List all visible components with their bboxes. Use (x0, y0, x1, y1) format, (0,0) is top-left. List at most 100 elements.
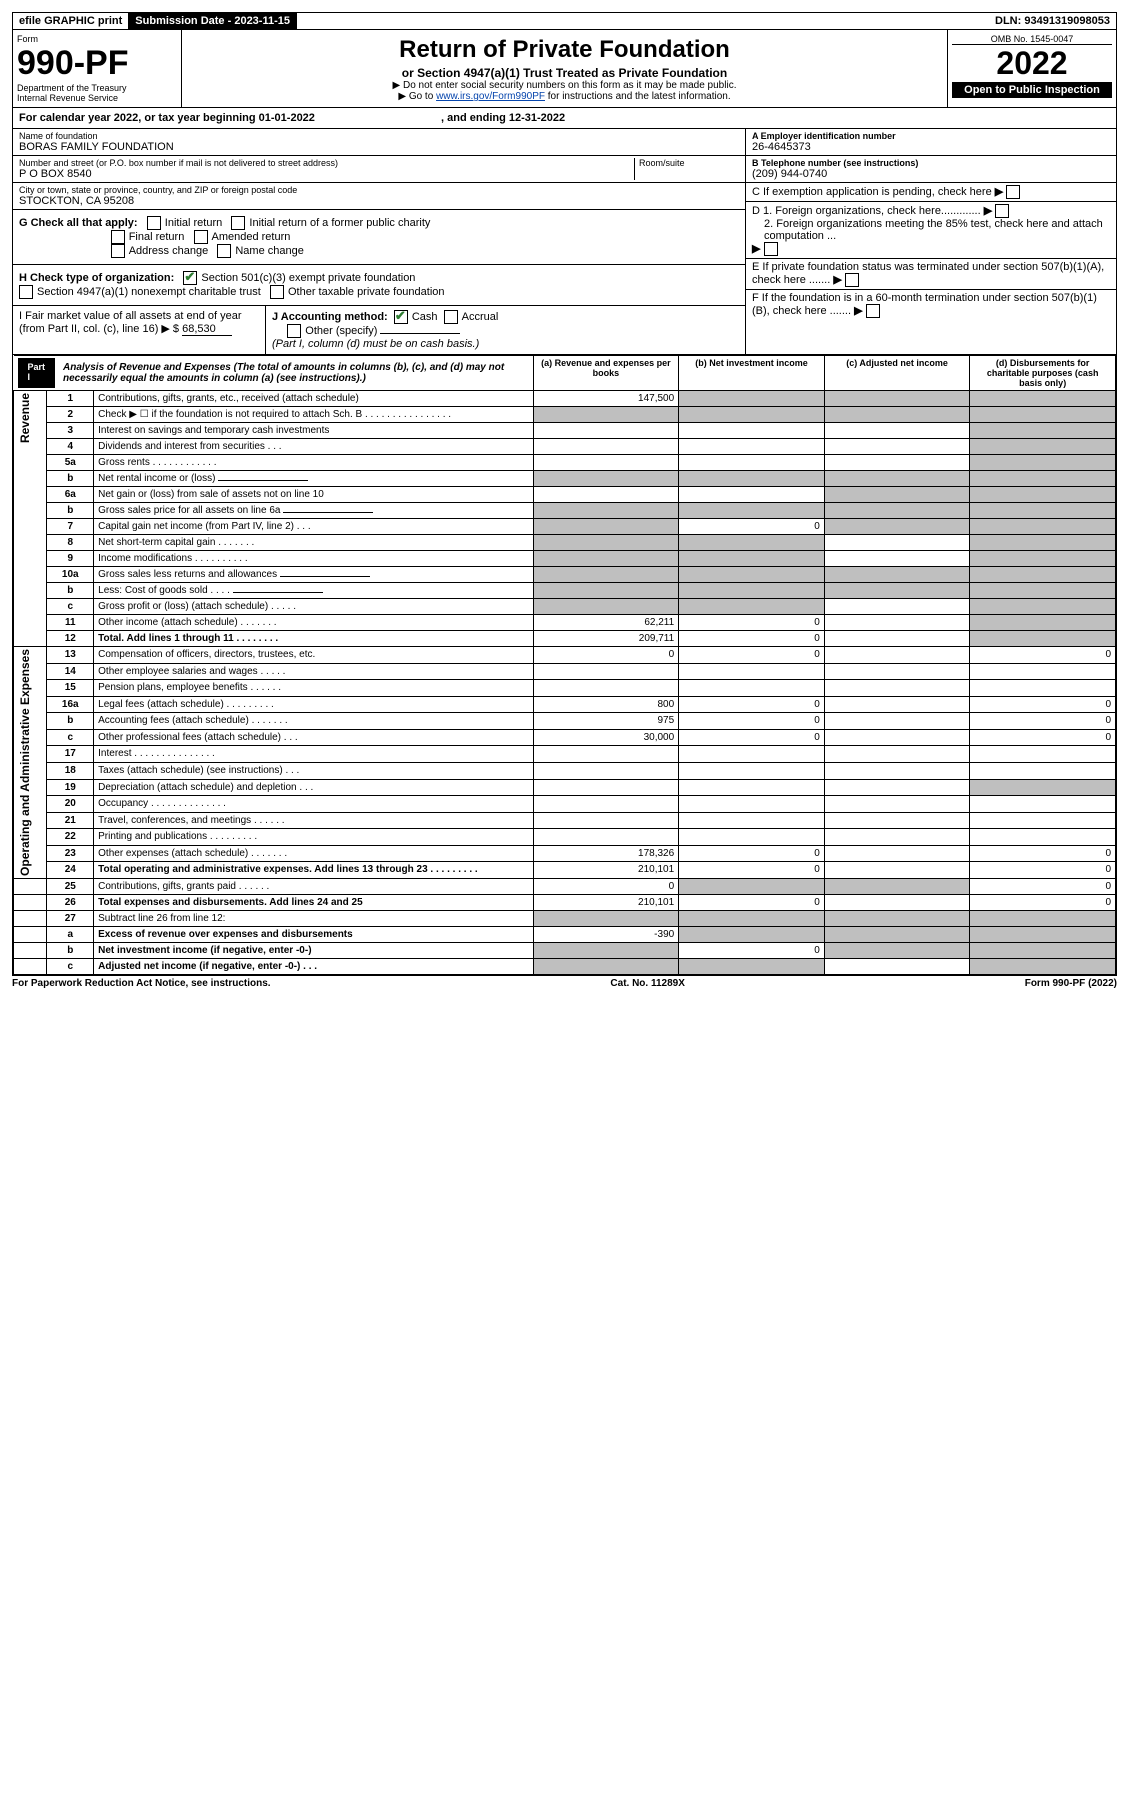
line-number: 6a (47, 487, 94, 503)
irs-label: Internal Revenue Service (17, 93, 177, 103)
cell-c (824, 696, 970, 713)
omb-number: OMB No. 1545-0047 (952, 34, 1112, 45)
line-text: Other employee salaries and wages . . . … (94, 663, 533, 680)
cell-c (824, 845, 970, 862)
cell-b (679, 439, 825, 455)
cell-c (824, 729, 970, 746)
col-d-header: (d) Disbursements for charitable purpose… (970, 356, 1116, 391)
cell-a (533, 503, 679, 519)
cell-c (824, 391, 970, 407)
name-label: Name of foundation (19, 131, 739, 141)
d2-label: 2. Foreign organizations meeting the 85%… (752, 218, 1110, 242)
cell-a (533, 439, 679, 455)
cell-a (533, 551, 679, 567)
ck-foreign-org[interactable] (995, 204, 1009, 218)
cell-a (533, 746, 679, 763)
ck-final-return[interactable] (111, 230, 125, 244)
line-number: 24 (47, 862, 94, 879)
footer-cat: Cat. No. 11289X (610, 978, 684, 989)
cell-a (533, 942, 679, 958)
line-number: 20 (47, 796, 94, 813)
line-number: 7 (47, 519, 94, 535)
form-number: 990-PF (17, 44, 177, 83)
cell-d (970, 746, 1116, 763)
cell-b (679, 407, 825, 423)
cell-a (533, 680, 679, 697)
ck-501c3[interactable] (183, 271, 197, 285)
ck-initial-return[interactable] (147, 216, 161, 230)
line-number: 9 (47, 551, 94, 567)
section-i: I Fair market value of all assets at end… (13, 306, 266, 354)
line-number: b (47, 503, 94, 519)
ein-value: 26-4645373 (752, 141, 1110, 153)
footer-form: Form 990-PF (2022) (1025, 978, 1117, 989)
ck-amended-return[interactable] (194, 230, 208, 244)
ck-60-month[interactable] (866, 304, 880, 318)
form-label: Form (17, 34, 177, 44)
cell-d (970, 519, 1116, 535)
cell-b (679, 762, 825, 779)
ck-initial-former[interactable] (231, 216, 245, 230)
part1-title: Analysis of Revenue and Expenses (The to… (55, 358, 529, 388)
cell-a: 800 (533, 696, 679, 713)
line-text: Other professional fees (attach schedule… (94, 729, 533, 746)
ck-status-terminated[interactable] (845, 273, 859, 287)
cell-d (970, 583, 1116, 599)
line-number: b (47, 471, 94, 487)
line-text: Interest . . . . . . . . . . . . . . . (94, 746, 533, 763)
tax-year: 2022 (952, 45, 1112, 82)
ck-name-change[interactable] (217, 244, 231, 258)
page-footer: For Paperwork Reduction Act Notice, see … (12, 976, 1117, 989)
cell-c (824, 631, 970, 647)
line-number: 5a (47, 455, 94, 471)
cell-a: -390 (533, 926, 679, 942)
ck-other-method[interactable] (287, 324, 301, 338)
ck-4947a1[interactable] (19, 285, 33, 299)
cell-c (824, 894, 970, 910)
side-revenue: Revenue (14, 391, 47, 647)
cell-b (679, 391, 825, 407)
cell-c (824, 599, 970, 615)
cell-b (679, 471, 825, 487)
cell-a (533, 779, 679, 796)
h-label: H Check type of organization: (19, 272, 174, 284)
irs-link[interactable]: www.irs.gov/Form990PF (436, 91, 545, 102)
form-identity: Form 990-PF Department of the Treasury I… (13, 30, 182, 107)
line-text: Dividends and interest from securities .… (94, 439, 533, 455)
cell-a (533, 599, 679, 615)
ck-other-taxable[interactable] (270, 285, 284, 299)
ck-foreign-85[interactable] (764, 242, 778, 256)
foundation-city: STOCKTON, CA 95208 (19, 195, 739, 207)
j-label: J Accounting method: (272, 311, 388, 323)
cell-a (533, 455, 679, 471)
cell-c (824, 713, 970, 730)
cell-c (824, 926, 970, 942)
name-cell: Name of foundation BORAS FAMILY FOUNDATI… (13, 129, 745, 156)
ck-exemption-pending[interactable] (1006, 185, 1020, 199)
ck-address-change[interactable] (111, 244, 125, 258)
cell-b (679, 746, 825, 763)
line-text: Net investment income (if negative, ente… (94, 942, 533, 958)
cell-d (970, 779, 1116, 796)
line-number: b (47, 583, 94, 599)
efile-print[interactable]: efile GRAPHIC print (13, 13, 129, 29)
cell-c (824, 535, 970, 551)
ck-cash[interactable] (394, 310, 408, 324)
f-label: F If the foundation is in a 60-month ter… (752, 292, 1097, 317)
cell-b (679, 599, 825, 615)
cell-a (533, 535, 679, 551)
cell-b: 0 (679, 519, 825, 535)
cell-d (970, 796, 1116, 813)
cell-a (533, 583, 679, 599)
cell-d (970, 487, 1116, 503)
cell-b: 0 (679, 615, 825, 631)
cell-b (679, 535, 825, 551)
cell-d: 0 (970, 729, 1116, 746)
cell-d (970, 829, 1116, 846)
cell-b (679, 680, 825, 697)
cell-c (824, 796, 970, 813)
cell-d (970, 599, 1116, 615)
ck-accrual[interactable] (444, 310, 458, 324)
cell-a: 975 (533, 713, 679, 730)
cell-d: 0 (970, 845, 1116, 862)
